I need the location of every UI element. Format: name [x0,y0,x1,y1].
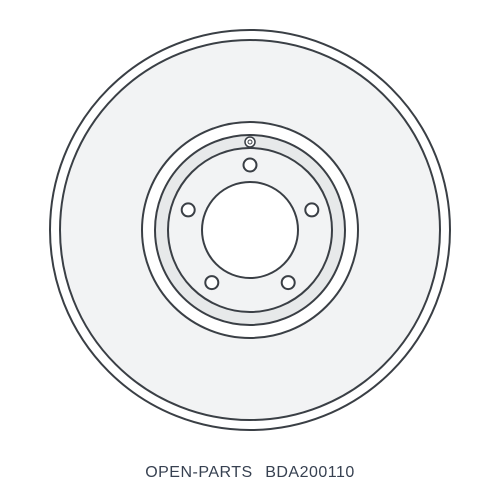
bolt-hole [305,203,318,216]
bolt-hole [244,159,257,172]
locator-pin [245,137,255,147]
caption: OPEN-PARTS BDA200110 [0,464,500,482]
center-bore [202,182,298,278]
bolt-hole [282,276,295,289]
bolt-hole [182,203,195,216]
part-number-label: BDA200110 [265,464,355,481]
figure-container: OPEN-PARTS BDA200110 [0,0,500,500]
brake-disc-diagram [40,20,460,440]
bolt-hole [205,276,218,289]
brand-label: OPEN-PARTS [145,464,253,481]
